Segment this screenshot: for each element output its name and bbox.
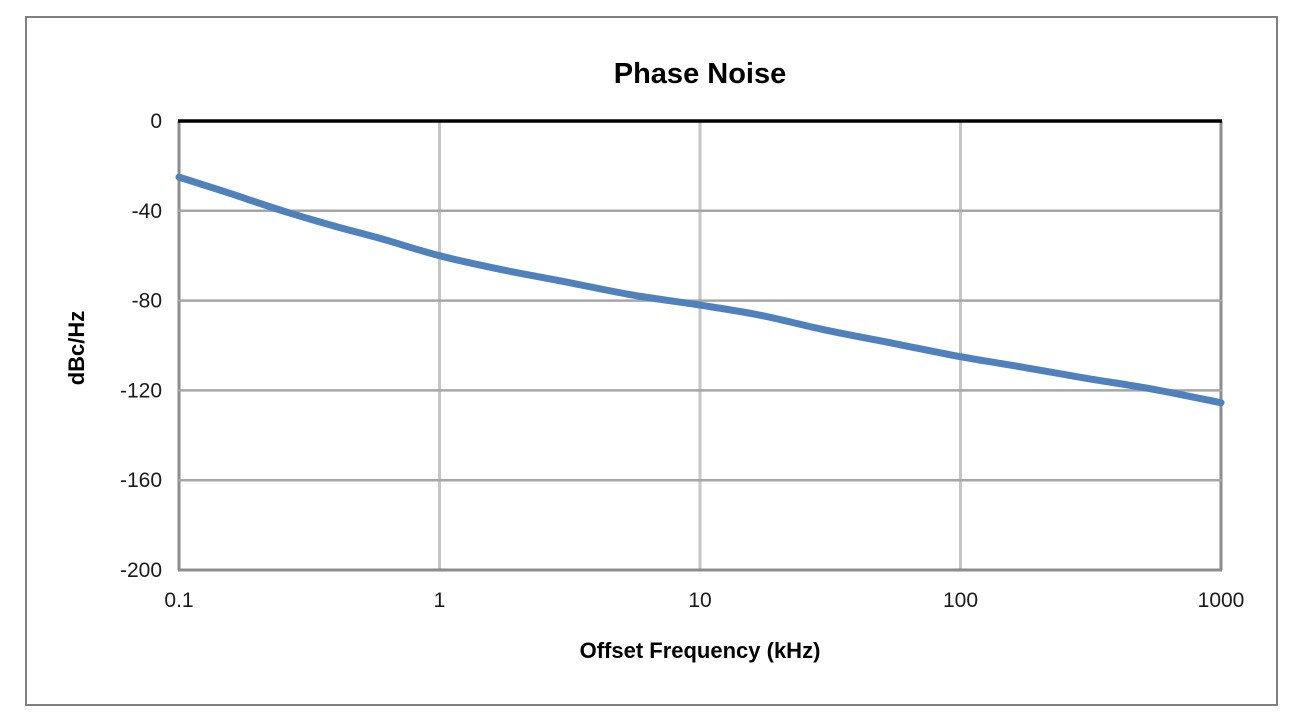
x-tick-label: 1000	[1198, 589, 1245, 612]
x-tick-label: 0.1	[164, 589, 193, 612]
chart-outer-frame	[25, 16, 1278, 706]
x-axis-title: Offset Frequency (kHz)	[579, 638, 821, 663]
x-tick-label: 10	[688, 589, 711, 612]
x-tick-label: 100	[943, 589, 978, 612]
y-tick-label: -120	[120, 379, 162, 402]
x-tick-label: 1	[434, 589, 446, 612]
y-axis-title: dBc/Hz	[64, 310, 89, 386]
chart-title: Phase Noise	[613, 58, 787, 90]
y-tick-label: -160	[120, 469, 162, 492]
y-tick-label: -200	[120, 559, 162, 582]
y-tick-label: -80	[132, 290, 162, 313]
y-tick-label: 0	[150, 110, 162, 133]
y-tick-label: -40	[132, 200, 162, 223]
phase-noise-series-line	[175, 173, 1225, 407]
